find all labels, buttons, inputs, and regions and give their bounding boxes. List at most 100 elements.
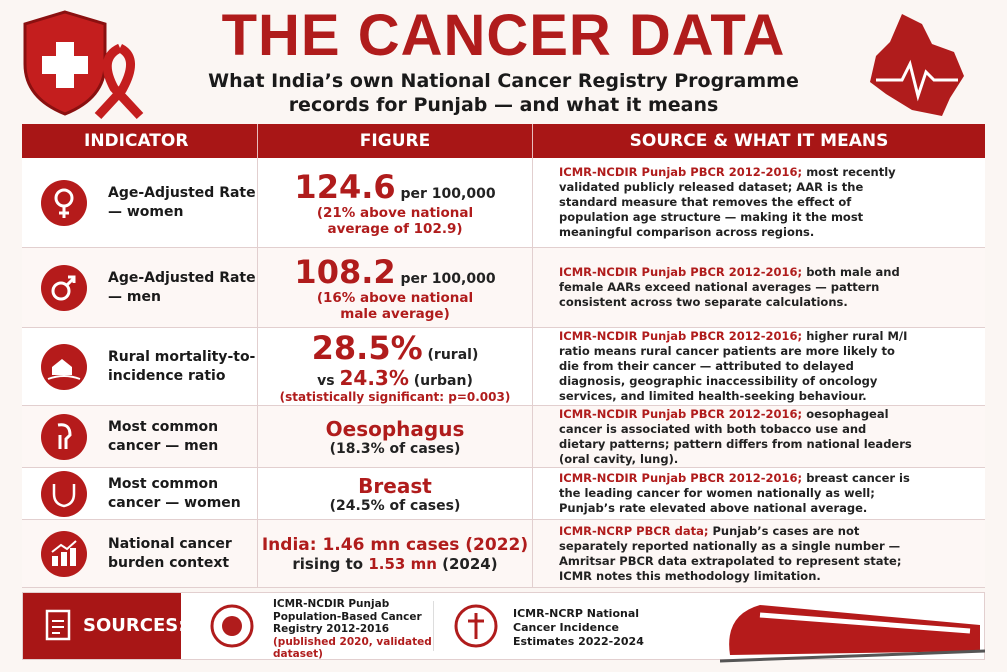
figure-label: (urban) [413, 372, 473, 389]
meaning: most recently validated publicly release… [559, 165, 896, 239]
figure-note: (16% above national male average) [316, 289, 474, 322]
indicator-icon [41, 265, 87, 311]
subtitle: records for Punjab — and what it means [288, 94, 719, 116]
doc [45, 609, 71, 641]
shield-logo [23, 10, 144, 120]
source-cell: ICMR-NCDIR Punjab PBCR 2012-2016; both m… [533, 248, 985, 327]
figure-unit: per 100,000 [400, 270, 496, 287]
indicator-icon [41, 471, 87, 517]
source-text: ICMR-NCDIR Punjab PBCR 2012-2016; most r… [559, 165, 915, 240]
table-row: Age-Adjusted Rate — men 108.2 per 100,000… [22, 248, 985, 328]
indicator: National cancer burden context [108, 535, 232, 571]
meaning: higher rural M/I ratio means rural cance… [559, 329, 908, 403]
table-header: INDICATOR FIGURE SOURCE & WHAT IT MEANS [22, 124, 985, 158]
seal-ring [210, 604, 254, 648]
figure-value: Oesophagus [325, 416, 465, 441]
figure-cell: 124.6 per 100,000 (21% above national ave… [258, 158, 533, 247]
figure-note: (statistically significant: p=0.003) [279, 389, 511, 404]
table-row: Most common cancer — women Breast (24.5% o… [22, 468, 985, 520]
ribbon [94, 43, 144, 120]
meaning: oesophageal cancer is associated with bo… [559, 406, 912, 466]
sources-label: SOURCES: [23, 593, 185, 659]
source-cell: ICMR-NCDIR Punjab PBCR 2012-2016; breast… [533, 468, 985, 519]
source-ref: ICMR-NCDIR Punjab PBCR 2012-2016; [559, 265, 803, 279]
punjab-map [870, 14, 964, 116]
figure-cell: 108.2 per 100,000 (16% above national mal… [258, 248, 533, 327]
source-text: ICMR-NCDIR Punjab PBCR 2012-2016; oesoph… [559, 407, 915, 467]
source-text: ICMR-NCDIR Punjab PBCR 2012-2016; breast… [559, 471, 915, 516]
seal [210, 604, 254, 648]
source-text: ICMR-NCDIR Punjab PBCR 2012-2016; both m… [559, 265, 915, 310]
table-row: National cancer burden context India: 1.4… [22, 520, 985, 588]
source-item: ICMR-NCRP National Cancer Incidence Esti… [513, 607, 644, 648]
title: THE CANCER DATA [221, 3, 786, 68]
indicator-icon [41, 180, 87, 226]
track [720, 649, 985, 663]
source-item: ICMR-NCDIR Punjab Population-Based Cance… [273, 598, 433, 661]
indicator-cell: Age-Adjusted Rate — women [22, 158, 258, 247]
figure-note: (24.5% of cases) [329, 497, 461, 514]
figure-line: rising to 1.53 mn (2024) [292, 555, 497, 573]
indicator-cell: National cancer burden context [22, 520, 258, 587]
heartbeat [876, 59, 958, 102]
source-ref: ICMR-NCDIR Punjab PBCR 2012-2016; [559, 471, 803, 485]
table-row: Rural mortality-to-incidence ratio 28.5% … [22, 328, 985, 406]
divider [433, 601, 434, 651]
figure-note: (18.3% of cases) [329, 440, 461, 457]
source-text: ICMR-NCDIR Punjab PBCR 2012-2016; higher… [559, 329, 915, 404]
source-ref: ICMR-NCDIR Punjab PBCR 2012-2016; [559, 406, 803, 421]
indicator-cell: Most common cancer — men [22, 406, 258, 467]
map-shape [870, 14, 964, 116]
seal [454, 604, 498, 648]
indicator: Age-Adjusted Rate — men [108, 269, 256, 305]
source-cell: ICMR-NCDIR Punjab PBCR 2012-2016; most r… [533, 158, 985, 247]
indicator-cell: Rural mortality-to-incidence ratio [22, 328, 258, 405]
source-cell: ICMR-NCRP PBCR data; Punjab’s cases are … [533, 520, 985, 587]
meaning: breast cancer is the leading cancer for … [559, 471, 910, 515]
figure-text: rising to [292, 554, 364, 573]
figure-value: 1.53 mn [368, 554, 437, 573]
windows [759, 612, 971, 634]
figure-value: 108.2 [294, 252, 396, 291]
figure-text: (2024) [442, 554, 498, 573]
source-cell: ICMR-NCDIR Punjab PBCR 2012-2016; higher… [533, 328, 985, 405]
indicator: Rural mortality-to-incidence ratio [108, 348, 256, 384]
figure-value: 124.6 [294, 167, 396, 206]
figure-line: vs 24.3% (urban) [317, 366, 473, 390]
figure-cell: Oesophagus (18.3% of cases) [258, 406, 533, 467]
table-row: Age-Adjusted Rate — women 124.6 per 100,0… [22, 158, 985, 248]
figure-label: (rural) [427, 346, 479, 363]
figure-unit: per 100,000 [400, 185, 496, 202]
figure-line: 108.2 per 100,000 [294, 254, 495, 290]
seal-core [222, 616, 242, 636]
figure-cell: 28.5% (rural) vs 24.3% (urban) (statistica… [258, 328, 533, 405]
column-header: FIGURE [258, 124, 533, 158]
figure-value: India: 1.46 mn cases (2022) [261, 534, 529, 555]
source-text: ICMR-NCRP PBCR data; Punjab’s cases are … [559, 524, 915, 584]
source-note: (published 2020, validated dataset) [273, 635, 432, 661]
column-header: INDICATOR [22, 124, 258, 158]
indicator-icon [41, 344, 87, 390]
indicator-cell: Most common cancer — women [22, 468, 258, 519]
seal-ring [454, 604, 498, 648]
column-header: SOURCE & WHAT IT MEANS [629, 131, 889, 151]
source-name: ICMR-NCDIR Punjab Population-Based Cance… [273, 598, 422, 635]
figure-value: 28.5% [311, 328, 423, 367]
figure-line: 28.5% (rural) [312, 330, 479, 366]
indicator: Most common cancer — men [108, 418, 219, 454]
source-ref: ICMR-NCDIR Punjab PBCR 2012-2016; [559, 329, 803, 343]
indicator: Age-Adjusted Rate — women [108, 184, 256, 220]
figure-text: vs [317, 372, 335, 389]
indicator-cell: Age-Adjusted Rate — men [22, 248, 258, 327]
seal-cross [468, 613, 484, 639]
figure-note: (21% above national average of 102.9) [316, 204, 474, 237]
doc-icon [45, 609, 71, 641]
meaning: both male and female AARs exceed nationa… [559, 265, 900, 309]
table-row: Most common cancer — men Oesophagus (18.3%… [22, 406, 985, 468]
train [720, 605, 985, 663]
figure-cell: India: 1.46 mn cases (2022) rising to 1.5… [258, 520, 533, 587]
figure-line: 124.6 per 100,000 [294, 169, 495, 205]
source-ref: ICMR-NCDIR Punjab PBCR 2012-2016; [559, 165, 803, 179]
indicator: Most common cancer — women [108, 475, 241, 511]
